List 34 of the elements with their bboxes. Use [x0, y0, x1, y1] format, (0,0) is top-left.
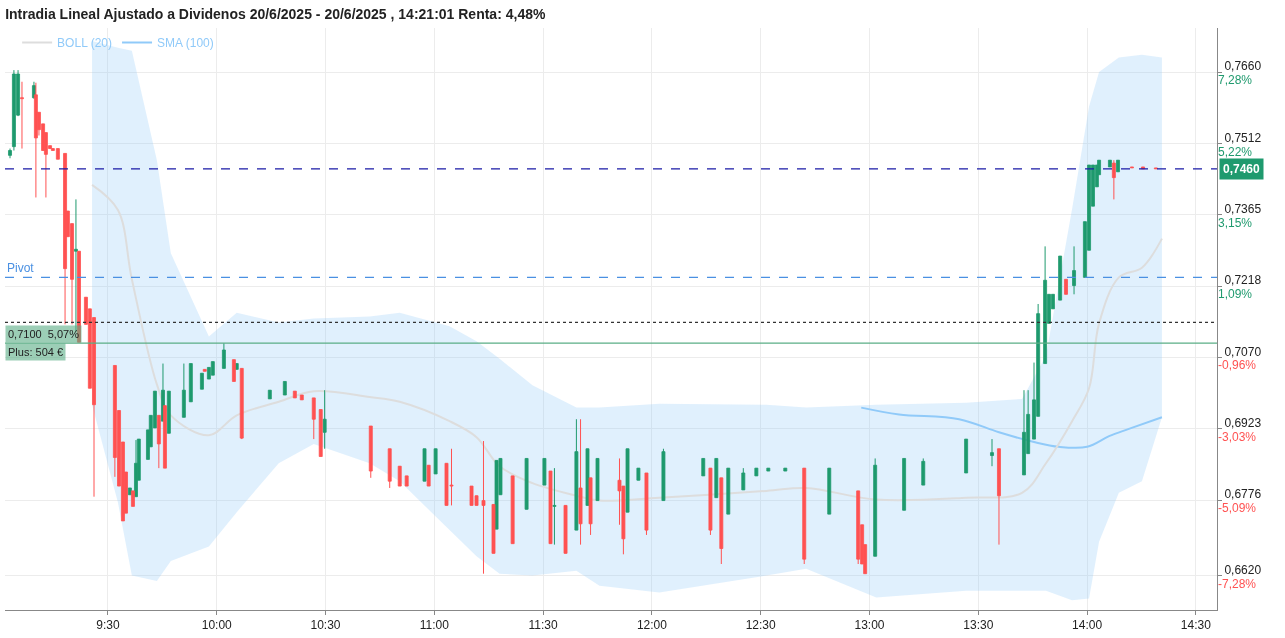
y-tick-label: 0,6923 — [1224, 416, 1262, 431]
x-tick-label: 12:00 — [636, 618, 668, 633]
y2-tick-label: -0,96% — [1218, 358, 1257, 373]
y2-tick-label: 5,22% — [1218, 144, 1253, 159]
y2-tick-label: -7,28% — [1218, 576, 1257, 591]
y2-tick-label: 3,15% — [1218, 216, 1253, 231]
legend-label: SMA (100) — [157, 36, 214, 51]
y2-tick-label: 1,09% — [1218, 287, 1253, 302]
y-tick-label: 0,6776 — [1224, 487, 1262, 502]
x-tick-label: 14:00 — [1072, 618, 1103, 633]
y-tick-label: 0,7365 — [1224, 202, 1262, 217]
x-tick-label: 9:30 — [96, 618, 120, 633]
ref-line-label: 0,7460 — [1223, 162, 1261, 176]
y-tick-label: 0,7512 — [1224, 130, 1262, 145]
y-tick-label: 0,7660 — [1224, 59, 1262, 74]
ref-line-label: Pivot — [7, 261, 35, 275]
ref-line-label: 0,7100 5,07% — [8, 328, 80, 340]
x-tick-label: 11:00 — [419, 618, 450, 633]
legend-label: BOLL (20) — [57, 36, 113, 51]
y2-tick-label: -5,09% — [1218, 500, 1257, 515]
x-tick-label: 10:30 — [310, 618, 341, 633]
y-tick-label: 0,6620 — [1224, 562, 1262, 577]
x-tick-label: 10:00 — [201, 618, 233, 633]
x-tick-label: 12:30 — [745, 618, 777, 633]
y2-tick-label: 7,28% — [1218, 73, 1253, 88]
x-tick-label: 13:00 — [854, 618, 885, 633]
y-tick-label: 0,7218 — [1224, 273, 1262, 288]
x-tick-label: 13:30 — [963, 618, 994, 633]
x-tick-label: 11:30 — [528, 618, 558, 633]
y2-tick-label: -3,03% — [1218, 429, 1257, 444]
y-tick-label: 0,7070 — [1224, 344, 1262, 359]
x-tick-label: 14:30 — [1180, 618, 1212, 633]
chart-title: Intradia Lineal Ajustado a Dividenos 20/6/2025 - 20/6/2025 , 14:21:01 Renta: 4,48% — [5, 6, 546, 23]
annotation: Plus: 504 € — [8, 346, 64, 358]
